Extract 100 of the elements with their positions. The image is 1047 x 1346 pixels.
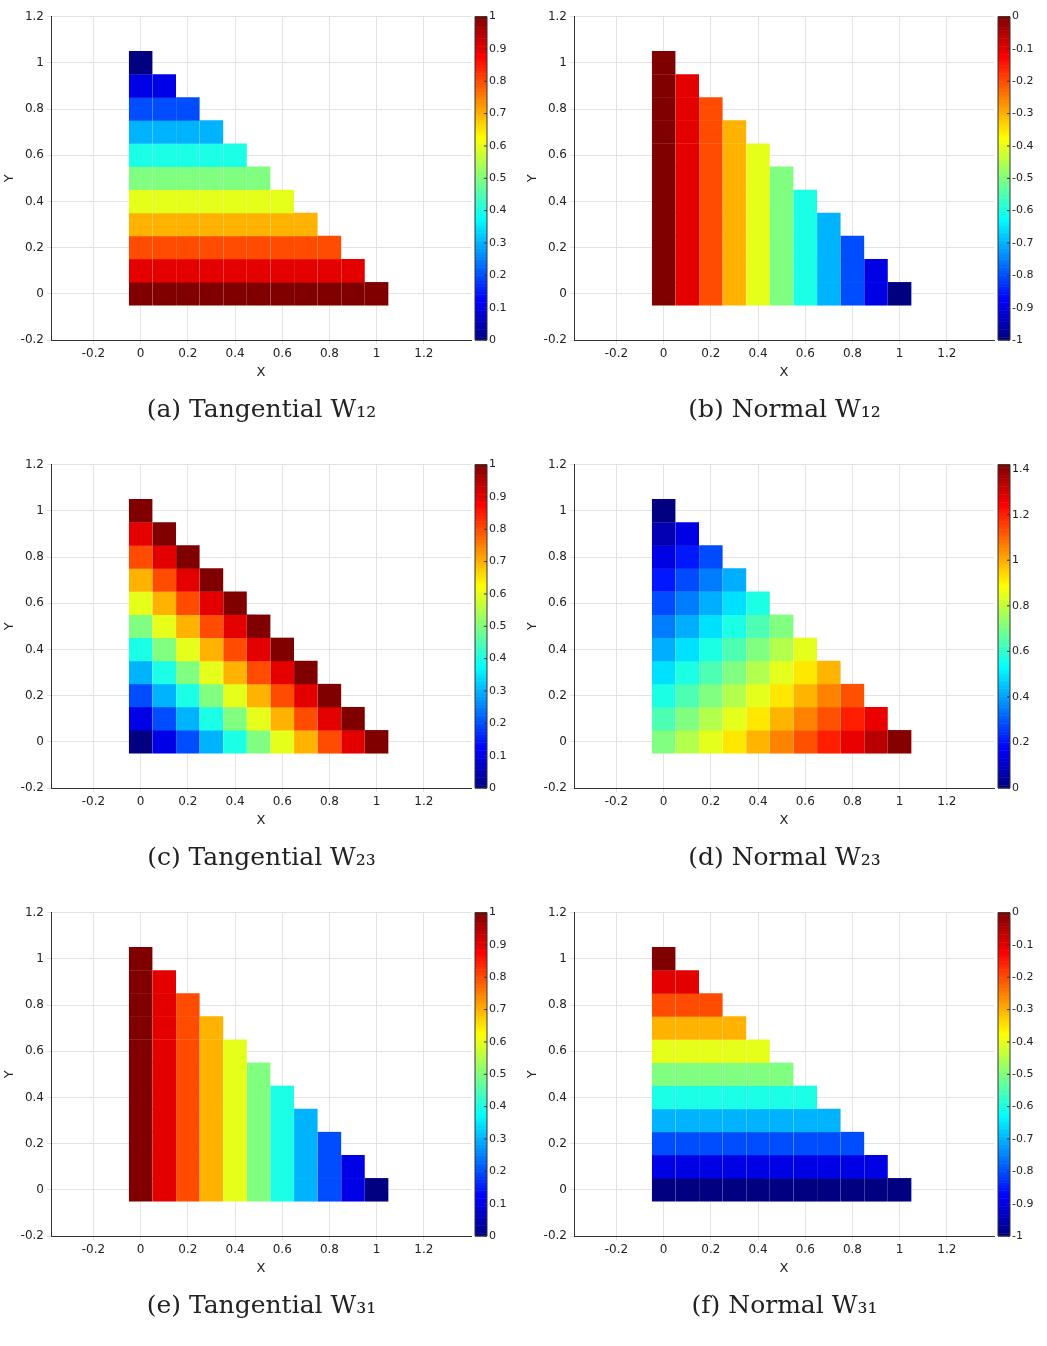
color-bar-label: 0.4 xyxy=(489,651,507,665)
y-tick-label: 0.2 xyxy=(24,687,45,702)
y-tick-label: 0.8 xyxy=(547,549,568,564)
color-bar-label: 0 xyxy=(1012,905,1019,919)
y-tick-label: 0.6 xyxy=(24,595,45,610)
color-bar-label: 0.9 xyxy=(489,41,507,55)
color-bar-label: 0.4 xyxy=(1012,689,1030,703)
color-bar-label: -0.8 xyxy=(1012,1164,1034,1178)
color-bar-label: 0.1 xyxy=(489,1196,507,1210)
color-bar-label: -0.6 xyxy=(1012,203,1034,217)
color-bar-label: 0.8 xyxy=(489,970,507,984)
y-tick-label: 0.8 xyxy=(547,997,568,1012)
y-tick-label: 0 xyxy=(36,1181,45,1196)
color-bar-label: 1 xyxy=(1012,553,1019,567)
color-bar-label: 0.8 xyxy=(489,522,507,536)
y-tick-label: 0.8 xyxy=(24,997,45,1012)
color-bar-label: 0.7 xyxy=(489,554,507,568)
x-tick-label: 1 xyxy=(372,1242,381,1257)
y-axis-title: Y xyxy=(1,622,17,632)
y-tick-label: 0.4 xyxy=(24,1089,45,1104)
x-axis-title: X xyxy=(256,363,266,379)
y-tick-label: 0 xyxy=(559,1181,568,1196)
color-bar-label: -0.7 xyxy=(1012,235,1034,249)
y-tick-label: -0.2 xyxy=(20,332,45,347)
y-tick-label: 0.2 xyxy=(547,1135,568,1150)
y-tick-label: 0 xyxy=(36,285,45,300)
y-tick-label: 0 xyxy=(559,285,568,300)
x-tick-label: 0.6 xyxy=(272,346,292,361)
color-bar-label: 0.5 xyxy=(489,619,507,633)
x-tick-label: 0.8 xyxy=(842,1242,862,1257)
x-tick-label: 0.8 xyxy=(319,1242,339,1257)
color-bar-label: 0.6 xyxy=(1012,644,1030,658)
color-bar-label: 0.6 xyxy=(489,586,507,600)
x-tick-label: 0.2 xyxy=(178,794,198,809)
color-bar-label: -0.4 xyxy=(1012,1034,1034,1048)
y-tick-label: 0.4 xyxy=(24,193,45,208)
y-axis-title: Y xyxy=(524,1070,540,1080)
x-tick-label: 0.4 xyxy=(225,794,245,809)
color-bar-label: 0 xyxy=(489,1228,496,1242)
color-bar-label: 0.2 xyxy=(1012,735,1030,749)
x-tick-label: -0.2 xyxy=(81,1242,106,1257)
y-tick-label: 0.4 xyxy=(547,641,568,656)
y-tick-label: 1 xyxy=(559,54,568,69)
text: (f) Normal W₃₁ xyxy=(690,1289,879,1321)
y-tick-label: 1.2 xyxy=(24,8,45,23)
y-tick-label: 0.2 xyxy=(24,239,45,254)
x-tick-label: 0 xyxy=(136,1242,145,1257)
y-tick-label: 0.2 xyxy=(547,239,568,254)
color-bar-label: 0.6 xyxy=(489,138,507,152)
y-tick-label: 1.2 xyxy=(24,456,45,471)
x-tick-label: 1.2 xyxy=(937,346,957,361)
y-tick-label: 1 xyxy=(36,502,45,517)
x-tick-label: 0.8 xyxy=(319,794,339,809)
x-tick-label: 0.4 xyxy=(748,346,768,361)
color-bar-label: -0.9 xyxy=(1012,300,1034,314)
color-bar-label: 0.3 xyxy=(489,235,507,249)
y-tick-label: 0.8 xyxy=(547,101,568,116)
color-bar-label: -0.6 xyxy=(1012,1099,1034,1113)
x-axis-title: X xyxy=(256,1259,266,1275)
y-tick-label: -0.2 xyxy=(20,780,45,795)
x-axis-title: X xyxy=(779,363,789,379)
color-bar-label: 1.2 xyxy=(1012,507,1030,521)
color-bar-label: 0.6 xyxy=(489,1034,507,1048)
x-tick-label: 1 xyxy=(895,1242,904,1257)
y-tick-label: 1 xyxy=(559,502,568,517)
x-tick-label: 0.6 xyxy=(795,346,815,361)
x-tick-label: 0 xyxy=(659,346,668,361)
x-tick-label: 0.4 xyxy=(748,794,768,809)
y-tick-label: 0.6 xyxy=(24,1043,45,1058)
color-bar-label: 0.9 xyxy=(489,489,507,503)
color-bar-label: -0.3 xyxy=(1012,1002,1034,1016)
y-tick-label: 0.8 xyxy=(24,549,45,564)
x-tick-label: 1 xyxy=(372,346,381,361)
x-tick-label: 0 xyxy=(136,794,145,809)
color-bar-label: -1 xyxy=(1012,332,1023,346)
color-bar-label: 0.1 xyxy=(489,300,507,314)
x-tick-label: 0.8 xyxy=(319,346,339,361)
x-tick-label: -0.2 xyxy=(604,794,629,809)
y-tick-label: -0.2 xyxy=(20,1228,45,1243)
y-tick-label: 1.2 xyxy=(547,904,568,919)
x-tick-label: -0.2 xyxy=(81,346,106,361)
y-tick-label: 0.8 xyxy=(24,101,45,116)
x-tick-label: 0.2 xyxy=(178,1242,198,1257)
color-bar-label: 0.7 xyxy=(489,106,507,120)
x-tick-label: 1.2 xyxy=(414,794,434,809)
color-bar-label: -1 xyxy=(1012,1228,1023,1242)
y-tick-label: 1.2 xyxy=(547,456,568,471)
text: (e) Tangential W₃₁ xyxy=(145,1289,378,1321)
x-tick-label: 0.6 xyxy=(272,1242,292,1257)
x-tick-label: 1 xyxy=(895,346,904,361)
x-tick-label: -0.2 xyxy=(604,1242,629,1257)
y-tick-label: 1.2 xyxy=(547,8,568,23)
y-axis-title: Y xyxy=(1,174,17,184)
color-bar-label: 1.4 xyxy=(1012,462,1030,476)
color-bar-label: 0.1 xyxy=(489,748,507,762)
y-tick-label: 0.6 xyxy=(547,595,568,610)
color-bar-label: 0 xyxy=(1012,9,1019,23)
y-tick-label: -0.2 xyxy=(543,1228,568,1243)
x-tick-label: -0.2 xyxy=(81,794,106,809)
text: (b) Normal W₁₂ xyxy=(687,393,882,425)
